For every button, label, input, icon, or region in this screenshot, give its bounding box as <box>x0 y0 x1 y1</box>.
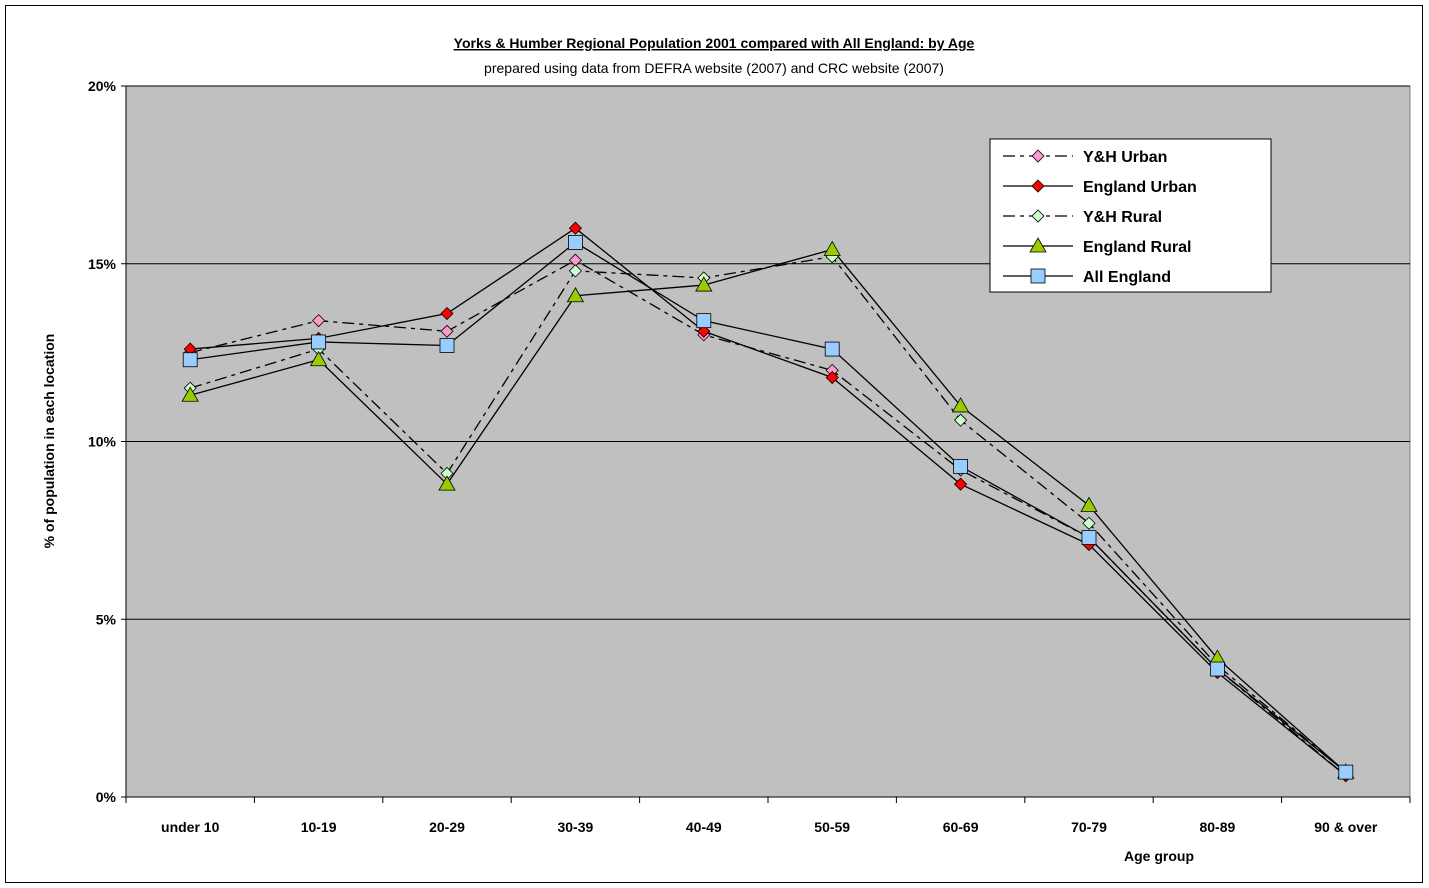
data-point-series-3 <box>823 240 841 256</box>
legend: Y&H Urban England Urban Y&H Rural England R… <box>989 138 1272 293</box>
data-point-series-2 <box>568 264 582 278</box>
data-point-series-4 <box>182 352 198 368</box>
x-tick-label: 30-39 <box>557 819 593 835</box>
legend-marker <box>1031 149 1045 163</box>
x-tick-label: 70-79 <box>1071 819 1107 835</box>
legend-label: England Urban <box>1083 179 1197 196</box>
data-point-series-3 <box>181 386 199 402</box>
y-tick-label: 20% <box>88 78 117 94</box>
data-point-series-1 <box>697 324 711 338</box>
legend-label: All England <box>1083 269 1171 286</box>
data-point-series-4 <box>824 341 840 357</box>
chart-title: Yorks & Humber Regional Population 2001 … <box>454 35 975 51</box>
chart-title-suffix: : by Age <box>920 35 975 51</box>
x-tick-label: 40-49 <box>686 819 722 835</box>
x-tick-label: 10-19 <box>301 819 337 835</box>
y-axis-label: % of population in each location <box>41 334 57 549</box>
y-tick-label: 10% <box>88 434 117 450</box>
series-line-3 <box>190 248 1347 773</box>
legend-marker <box>1031 209 1045 223</box>
data-point-series-4 <box>1338 764 1354 780</box>
data-point-series-4 <box>311 334 327 350</box>
data-point-series-4 <box>1210 661 1225 677</box>
data-point-series-1 <box>954 477 968 491</box>
chart-title-main: Yorks & Humber Regional Population 2001 … <box>454 35 920 51</box>
data-point-series-4 <box>953 458 968 474</box>
series-line-1 <box>190 227 1347 777</box>
data-point-series-3 <box>951 397 970 413</box>
data-point-series-1 <box>825 370 839 385</box>
x-tick-label: 50-59 <box>814 819 850 835</box>
data-point-series-3 <box>309 350 328 367</box>
y-tick-label: 15% <box>88 256 117 272</box>
x-axis-label: Age group <box>1124 848 1194 864</box>
chart-subtitle: prepared using data from DEFRA website (… <box>484 60 944 76</box>
data-point-series-4 <box>568 235 583 250</box>
x-tick-label: 90 & over <box>1314 819 1378 835</box>
data-point-series-1 <box>440 306 454 321</box>
legend-label: Y&H Rural <box>1083 209 1162 226</box>
data-point-series-0 <box>312 314 326 328</box>
x-tick-label: 80-89 <box>1199 819 1235 835</box>
legend-marker <box>1029 237 1047 253</box>
data-point-series-3 <box>1080 496 1098 512</box>
series-line-4 <box>190 241 1347 773</box>
legend-marker <box>1030 268 1046 284</box>
legend-marker <box>1031 179 1045 193</box>
data-point-series-3 <box>566 286 585 303</box>
x-tick-label: 20-29 <box>429 819 465 835</box>
data-point-series-1 <box>568 221 582 235</box>
data-point-series-2 <box>1082 516 1096 530</box>
y-tick-label: 0% <box>96 789 117 805</box>
data-point-series-4 <box>439 338 455 353</box>
data-point-series-3 <box>438 475 456 491</box>
data-point-series-2 <box>954 413 968 427</box>
data-point-series-4 <box>696 313 712 329</box>
data-point-series-0 <box>440 324 454 338</box>
data-point-series-4 <box>1081 530 1097 545</box>
x-tick-label: 60-69 <box>943 819 979 835</box>
y-tick-label: 5% <box>96 611 117 627</box>
legend-label: Y&H Urban <box>1083 149 1167 166</box>
legend-label: England Rural <box>1083 239 1191 256</box>
data-point-series-3 <box>695 276 713 292</box>
x-tick-label: under 10 <box>161 819 220 835</box>
